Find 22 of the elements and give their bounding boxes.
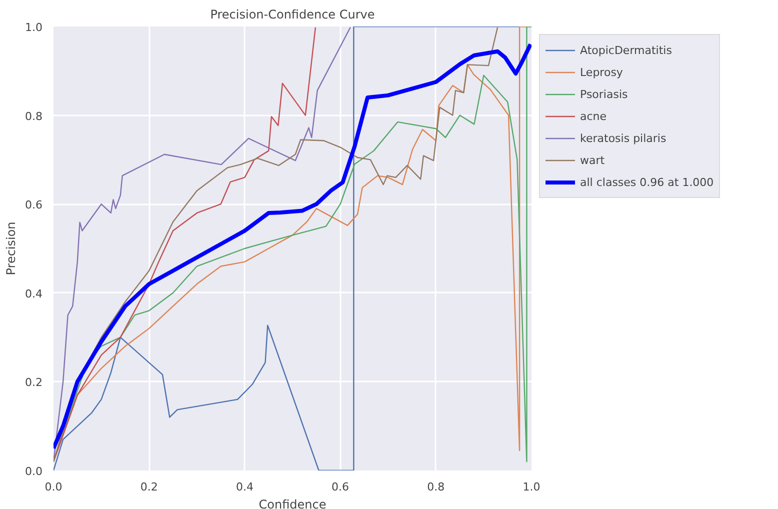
chart-title: Precision-Confidence Curve [210,8,375,22]
legend-label: keratosis pilaris [580,131,666,145]
x-tick-label: 1.0 [522,480,540,494]
legend-label: all classes 0.96 at 1.000 [580,175,714,189]
x-tick-label: 0.4 [236,480,254,494]
x-tick-label: 0.0 [44,480,62,494]
legend-label: acne [580,109,607,123]
y-tick-label: 0.8 [25,110,43,123]
legend-label: wart [580,153,605,167]
y-tick-label: 1.0 [25,21,43,34]
legend-label: AtopicDermatitis [580,43,672,57]
y-tick-label: 0.0 [25,465,43,478]
x-tick-label: 0.2 [140,480,158,494]
legend-label: Psoriasis [580,87,628,101]
legend-label: Leprosy [580,65,623,79]
x-axis-title: Confidence [258,498,326,509]
x-tick-label: 0.8 [427,480,445,494]
y-tick-label: 0.2 [25,376,43,390]
y-tick-label: 0.4 [25,287,43,300]
y-axis-title: Precision [4,222,18,276]
x-tick-label: 0.6 [332,480,350,494]
y-tick-label: 0.6 [25,198,43,212]
